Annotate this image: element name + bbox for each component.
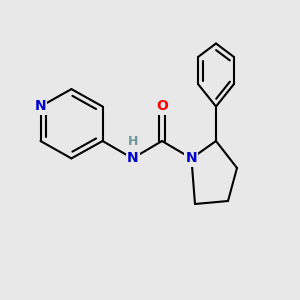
- Text: O: O: [156, 100, 168, 113]
- Text: H: H: [128, 135, 138, 148]
- Text: N: N: [127, 152, 138, 165]
- Text: N: N: [35, 100, 46, 113]
- Text: N: N: [186, 152, 197, 165]
